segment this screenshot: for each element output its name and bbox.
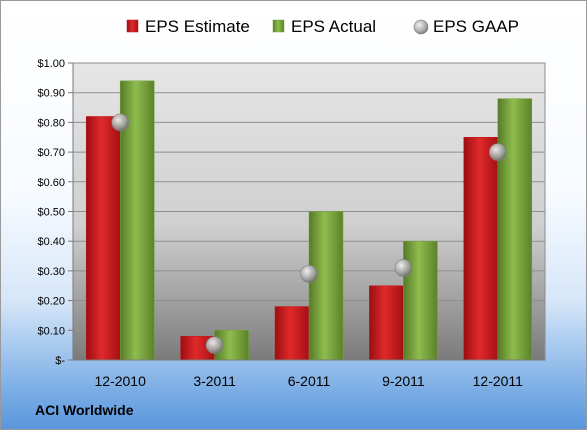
eps-estimate-bar xyxy=(369,285,404,361)
eps-actual-bar xyxy=(497,98,533,361)
gaap-markers xyxy=(111,113,507,354)
y-tick-label: $0.70 xyxy=(37,147,65,159)
x-tick-label: 3-2011 xyxy=(193,373,236,389)
y-tick-label: $1.00 xyxy=(37,58,65,70)
y-tick-label: $- xyxy=(55,355,65,367)
eps-gaap-marker xyxy=(111,113,129,132)
y-tick-label: $0.50 xyxy=(37,207,65,219)
company-label: ACI Worldwide xyxy=(35,402,134,418)
eps-gaap-marker xyxy=(394,259,413,277)
legend-label: EPS GAAP xyxy=(433,17,519,36)
eps-estimate-bar xyxy=(463,137,499,361)
y-tick-label: $0.80 xyxy=(37,117,65,129)
y-tick-label: $0.20 xyxy=(37,296,65,308)
legend-label: EPS Actual xyxy=(291,17,376,36)
legend-swatch xyxy=(413,19,429,35)
y-tick-label: $0.90 xyxy=(37,88,65,100)
legend-swatch xyxy=(272,19,285,33)
y-tick-label: $0.10 xyxy=(37,325,65,337)
y-tick-label: $0.60 xyxy=(37,177,65,189)
x-tick-label: 9-2011 xyxy=(382,373,425,389)
x-tick-label: 6-2011 xyxy=(288,373,331,389)
eps-actual-bar xyxy=(403,240,438,361)
x-tick-label: 12-2010 xyxy=(95,373,147,389)
legend-swatch xyxy=(126,19,139,33)
eps-gaap-marker xyxy=(300,265,318,283)
x-tick-label: 12-2011 xyxy=(473,373,524,389)
eps-gaap-marker xyxy=(488,143,507,161)
eps-gaap-marker xyxy=(205,336,224,354)
y-tick-label: $0.40 xyxy=(37,236,65,248)
bars xyxy=(85,80,533,361)
eps-estimate-bar xyxy=(274,306,310,361)
y-axis: $- $0.10 $0.20 $0.30 $0.40 $0.50 $0.60 $0.70 $0.… xyxy=(37,58,74,367)
legend: EPS Estimate EPS Actual EPS GAAP xyxy=(126,17,519,36)
eps-estimate-bar xyxy=(85,116,121,361)
y-tick-label: $0.30 xyxy=(37,266,65,278)
legend-label: EPS Estimate xyxy=(145,17,250,36)
x-axis: 12-2010 3-2011 6-2011 9-2011 12-2011 xyxy=(73,359,545,389)
eps-actual-bar xyxy=(308,211,344,361)
